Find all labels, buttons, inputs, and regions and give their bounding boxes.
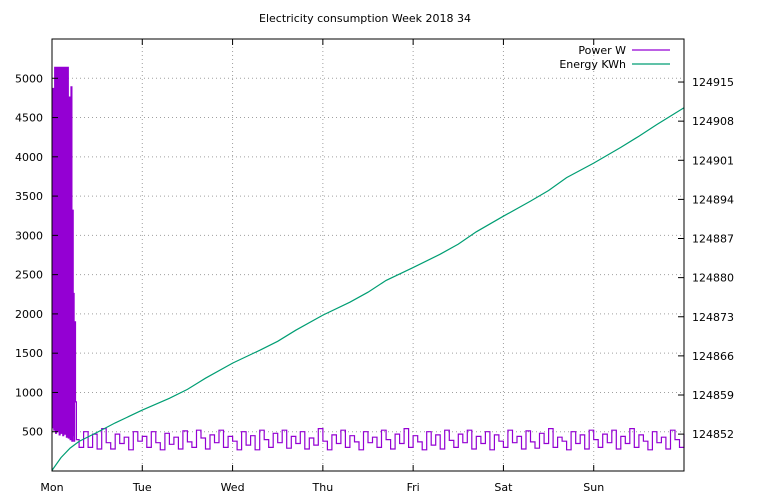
y-right-tick-label: 124908 xyxy=(692,115,734,128)
series-line-power xyxy=(52,66,685,451)
y-left-tick-label: 1500 xyxy=(15,347,43,360)
x-tick-label: Fri xyxy=(407,481,420,494)
plot-area-border xyxy=(51,38,685,472)
y-left-tick-label: 4500 xyxy=(15,112,43,125)
y-left-tick-label: 2000 xyxy=(15,308,43,321)
y-left-tick-label: 4000 xyxy=(15,151,43,164)
legend: Power W Energy KWh xyxy=(559,44,670,71)
y-right-tick-label: 124852 xyxy=(692,428,734,441)
y-right-tick-label: 124915 xyxy=(692,76,734,89)
x-tick-label: Sun xyxy=(583,481,604,494)
legend-label-power: Power W xyxy=(578,44,626,57)
x-tick-label: Wed xyxy=(221,481,245,494)
y-right-tick-label: 124887 xyxy=(692,233,734,246)
y-right-tick-label: 124866 xyxy=(692,350,734,363)
legend-label-energy: Energy KWh xyxy=(559,58,626,71)
x-tick-label: Tue xyxy=(132,481,152,494)
y-left-tick-label: 500 xyxy=(22,426,43,439)
y-left-tick-label: 3500 xyxy=(15,190,43,203)
series-layer xyxy=(51,66,685,471)
y-left-tick-label: 1000 xyxy=(15,386,43,399)
x-tick-label: Sat xyxy=(494,481,513,494)
y-left-tick-label: 5000 xyxy=(15,72,43,85)
y-right-tick-label: 124880 xyxy=(692,272,734,285)
y-right-tick-label: 124859 xyxy=(692,389,734,402)
y-right-tick-label: 124901 xyxy=(692,154,734,167)
chart-title: Electricity consumption Week 2018 34 xyxy=(259,12,471,25)
x-tick-label: Mon xyxy=(40,481,63,494)
y-right-tick-label: 124894 xyxy=(692,193,734,206)
x-tick-label: Thu xyxy=(312,481,334,494)
y-left-tick-label: 2500 xyxy=(15,269,43,282)
axis-layer: Mon Tue Wed Thu Fri Sat Sun 500 1000 1500 2000 2500… xyxy=(15,39,734,494)
y-right-tick-label: 124873 xyxy=(692,311,734,324)
y-left-tick-label: 3000 xyxy=(15,229,43,242)
series-line-energy xyxy=(51,107,685,471)
